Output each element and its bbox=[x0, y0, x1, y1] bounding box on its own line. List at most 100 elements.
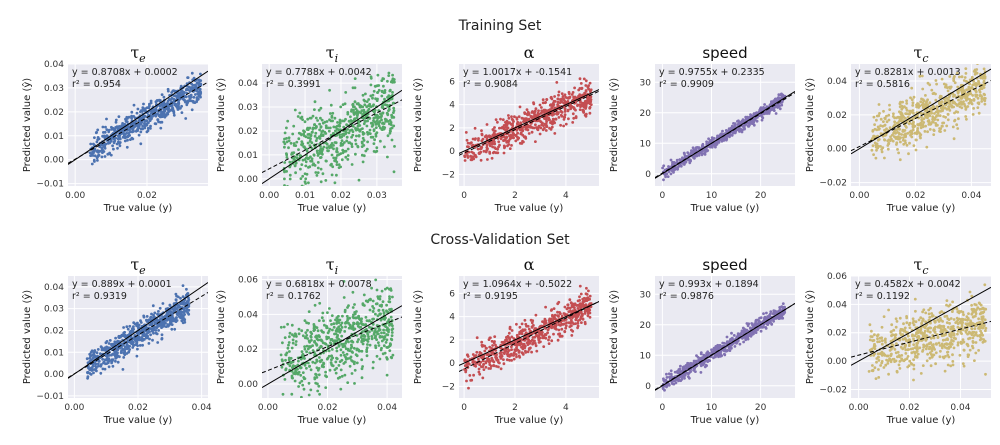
scatter-point bbox=[360, 141, 364, 145]
scatter-point bbox=[378, 312, 382, 316]
scatter-point bbox=[334, 158, 337, 162]
scatter-point bbox=[181, 295, 185, 298]
scatter-point bbox=[534, 140, 537, 144]
scatter-point bbox=[287, 139, 291, 143]
scatter-point bbox=[388, 342, 392, 346]
scatter-point bbox=[924, 94, 927, 97]
scatter-point bbox=[907, 152, 910, 156]
scatter-point bbox=[388, 297, 391, 301]
subplot-title: τi bbox=[326, 43, 338, 65]
scatter-point bbox=[777, 93, 781, 97]
scatter-point bbox=[375, 354, 379, 358]
scatter-point bbox=[289, 360, 293, 364]
scatter-point bbox=[197, 78, 201, 82]
y-axis-label: Predicted value (ŷ) bbox=[21, 78, 33, 172]
scatter-point bbox=[348, 364, 352, 368]
scatter-point bbox=[357, 348, 361, 352]
scatter-point bbox=[466, 353, 469, 357]
scatter-point bbox=[578, 108, 582, 111]
scatter-point bbox=[294, 369, 297, 373]
y-tick-label: 0.03 bbox=[44, 84, 64, 94]
scatter-point bbox=[139, 319, 142, 323]
scatter-point bbox=[147, 106, 151, 110]
scatter-point bbox=[547, 338, 550, 342]
subplot-title: τe bbox=[130, 43, 146, 65]
scatter-point bbox=[96, 136, 100, 139]
scatter-point bbox=[316, 171, 320, 175]
scatter-point bbox=[924, 115, 928, 119]
scatter-point bbox=[338, 133, 341, 137]
scatter-point bbox=[549, 95, 553, 99]
scatter-point bbox=[311, 349, 315, 352]
scatter-point bbox=[315, 187, 318, 190]
scatter-point bbox=[527, 117, 531, 121]
scatter-point bbox=[137, 126, 141, 130]
scatter-point bbox=[710, 139, 713, 142]
scatter-point bbox=[486, 147, 489, 151]
scatter-point bbox=[346, 111, 350, 114]
scatter-point bbox=[287, 343, 290, 347]
scatter-point bbox=[149, 315, 153, 319]
scatter-point bbox=[283, 186, 286, 189]
scatter-point bbox=[308, 116, 312, 120]
scatter-point bbox=[381, 308, 385, 312]
fit-equation: y = 0.9755x + 0.2335 bbox=[659, 67, 765, 78]
scatter-point bbox=[971, 94, 974, 97]
scatter-point bbox=[169, 320, 173, 324]
scatter-point bbox=[313, 134, 317, 138]
scatter-point bbox=[565, 96, 569, 100]
scatter-point bbox=[571, 121, 575, 124]
r2-value: r² = 0.9084 bbox=[463, 79, 518, 90]
scatter-point bbox=[527, 327, 531, 331]
scatter-point bbox=[511, 118, 515, 122]
scatter-point bbox=[382, 84, 385, 88]
y-tick-label: 0.00 bbox=[238, 175, 258, 185]
scatter-point bbox=[736, 120, 739, 123]
scatter-point bbox=[374, 302, 378, 306]
scatter-point bbox=[579, 100, 582, 104]
scatter-point bbox=[515, 355, 518, 359]
scatter-point bbox=[103, 155, 107, 158]
scatter-point bbox=[117, 140, 120, 144]
scatter-point bbox=[283, 378, 287, 381]
scatter-point bbox=[670, 168, 674, 172]
scatter-point bbox=[335, 163, 339, 167]
scatter-point bbox=[932, 129, 936, 133]
scatter-point bbox=[320, 118, 324, 122]
scatter-point bbox=[283, 145, 286, 149]
scatter-point bbox=[335, 339, 339, 343]
scatter-point bbox=[315, 149, 319, 153]
scatter-point bbox=[339, 165, 342, 169]
scatter-point bbox=[876, 125, 880, 129]
scatter-point bbox=[346, 154, 350, 157]
scatter-point bbox=[510, 144, 513, 147]
scatter-point bbox=[963, 94, 967, 98]
scatter-point bbox=[304, 182, 307, 185]
scatter-point bbox=[488, 150, 491, 154]
scatter-point bbox=[962, 89, 966, 92]
scatter-point bbox=[338, 327, 342, 331]
scatter-point bbox=[393, 145, 396, 148]
scatter-point bbox=[376, 115, 380, 118]
scatter-point bbox=[190, 108, 194, 112]
fit-equation: y = 0.889x + 0.0001 bbox=[72, 279, 172, 290]
scatter-point bbox=[351, 86, 355, 90]
scatter-point bbox=[139, 127, 143, 131]
x-tick-label: 0.04 bbox=[377, 403, 397, 413]
scatter-point bbox=[300, 184, 304, 186]
scatter-point bbox=[327, 354, 331, 358]
scatter-point bbox=[481, 365, 485, 369]
scatter-point bbox=[94, 364, 97, 368]
scatter-point bbox=[304, 160, 308, 164]
scatter-point bbox=[354, 128, 358, 132]
scatter-point bbox=[145, 336, 149, 340]
scatter-point bbox=[919, 126, 923, 130]
scatter-point bbox=[283, 131, 287, 135]
scatter-point bbox=[933, 116, 937, 120]
scatter-point bbox=[315, 366, 319, 370]
scatter-point bbox=[908, 141, 911, 145]
scatter-point bbox=[353, 360, 356, 364]
scatter-point bbox=[386, 326, 389, 330]
scatter-point bbox=[178, 91, 182, 95]
